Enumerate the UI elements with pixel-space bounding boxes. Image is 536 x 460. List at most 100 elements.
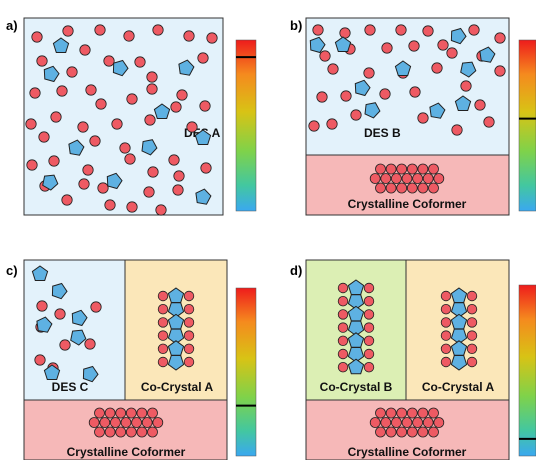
region-label-des-b: DES B (364, 126, 401, 140)
molecule-circle-icon (440, 356, 452, 368)
coformer-pentagon-icon (36, 316, 53, 333)
region-label-cocrystal-b: Co-Crystal B (320, 380, 393, 394)
molecule-circle-icon (375, 426, 386, 438)
molecule-circle-icon (326, 118, 338, 130)
coformer-region (305, 154, 510, 216)
panel-d: d) Co-Crystal B Co-Crystal A Crystalline… (290, 259, 536, 460)
molecule-circle-icon (136, 426, 148, 438)
coformer-pentagon-icon (112, 59, 129, 77)
molecule-circle-icon (78, 178, 90, 190)
molecule-circle-icon (89, 135, 101, 147)
coformer-pentagon-icon (167, 302, 185, 318)
molecule-circle-icon (337, 335, 349, 347)
molecule-circle-icon (312, 24, 324, 36)
molecule-circle-icon (417, 112, 429, 124)
molecule-circle-icon (173, 170, 185, 182)
molecule-circle-icon (440, 304, 452, 315)
molecule-circle-icon (406, 407, 418, 419)
molecule-circle-icon (26, 159, 38, 171)
molecule-circle-icon (401, 417, 413, 428)
molecule-circle-icon (466, 356, 478, 368)
molecules-b (308, 24, 506, 194)
molecule-circle-icon (36, 55, 48, 67)
molecule-circle-icon (428, 182, 439, 194)
molecule-circle-icon (104, 407, 116, 419)
molecule-circle-icon (120, 417, 132, 428)
molecule-circle-icon (183, 290, 195, 302)
molecule-circle-icon (363, 282, 375, 294)
molecule-circle-icon (62, 25, 74, 37)
molecule-circle-icon (460, 80, 472, 92)
molecule-circle-icon (147, 426, 158, 438)
molecule-circle-icon (375, 407, 386, 419)
coformer-pentagon-icon (194, 129, 212, 145)
molecule-circle-icon (385, 182, 397, 194)
coformer-pentagon-icon (178, 59, 195, 76)
coformer-pentagon-icon (70, 329, 87, 346)
molecule-circle-icon (125, 407, 137, 419)
molecule-circle-icon (308, 120, 320, 132)
panel-letter: c) (6, 263, 18, 278)
molecule-circle-icon (94, 407, 105, 419)
molecule-circle-icon (99, 417, 111, 428)
region-label-coformer: Crystalline Coformer (348, 445, 467, 459)
molecule-circle-icon (88, 417, 100, 428)
molecule-circle-icon (183, 330, 195, 341)
molecule-circle-icon (170, 101, 182, 113)
molecule-circle-icon (440, 330, 452, 341)
molecule-circle-icon (433, 417, 445, 428)
molecule-circle-icon (381, 42, 393, 54)
molecule-circle-icon (115, 407, 127, 419)
molecule-circle-icon (380, 173, 392, 184)
coformer-pentagon-icon (479, 46, 496, 63)
coformer-pentagon-icon (51, 282, 68, 300)
molecule-circle-icon (440, 343, 452, 355)
molecule-circle-icon (468, 24, 480, 36)
molecule-circle-icon (466, 304, 478, 315)
molecule-circle-icon (144, 114, 156, 126)
molecule-circle-icon (157, 304, 169, 315)
panel-letter: a) (6, 18, 18, 33)
molecule-circle-icon (95, 98, 107, 110)
molecule-circle-icon (408, 40, 420, 52)
molecule-circle-icon (375, 163, 386, 175)
coformer-pentagon-icon (42, 174, 59, 191)
molecule-circle-icon (104, 199, 116, 211)
coformer-pentagon-icon (450, 328, 468, 345)
molecule-circle-icon (103, 55, 115, 67)
molecule-circle-icon (466, 343, 478, 355)
molecule-circle-icon (412, 417, 424, 428)
molecule-circle-icon (446, 47, 458, 59)
molecule-circle-icon (147, 166, 159, 178)
molecule-circle-icon (337, 362, 349, 373)
coformer-pentagon-icon (68, 139, 85, 156)
coformer-pentagon-icon (450, 355, 468, 371)
molecule-circle-icon (431, 62, 443, 74)
molecule-circle-icon (186, 121, 198, 133)
molecule-circle-icon (412, 173, 424, 184)
coformer-pentagon-icon (394, 60, 412, 76)
molecule-circle-icon (440, 290, 452, 302)
molecule-circle-icon (125, 426, 137, 438)
molecule-circle-icon (466, 290, 478, 302)
molecule-circle-icon (417, 426, 429, 438)
molecule-circle-icon (385, 163, 397, 175)
molecule-circle-icon (409, 86, 421, 98)
molecule-circle-icon (176, 89, 188, 101)
molecule-circle-icon (363, 296, 375, 307)
molecule-circle-icon (417, 407, 429, 419)
molecule-circle-icon (369, 173, 381, 184)
molecule-circle-icon (183, 343, 195, 355)
molecule-circle-icon (31, 31, 43, 43)
molecule-circle-icon (25, 118, 37, 130)
molecule-circle-icon (337, 296, 349, 307)
molecule-circle-icon (396, 407, 408, 419)
coformer-pentagon-icon (153, 103, 171, 119)
molecule-circle-icon (36, 300, 48, 312)
coformer-pentagon-icon (347, 358, 365, 375)
molecule-circle-icon (380, 417, 392, 428)
molecule-circle-icon (136, 407, 148, 419)
panel-b: b) DES B Crystalline Coformer (290, 17, 536, 216)
molecule-circle-icon (172, 184, 184, 196)
molecule-circle-icon (157, 330, 169, 341)
